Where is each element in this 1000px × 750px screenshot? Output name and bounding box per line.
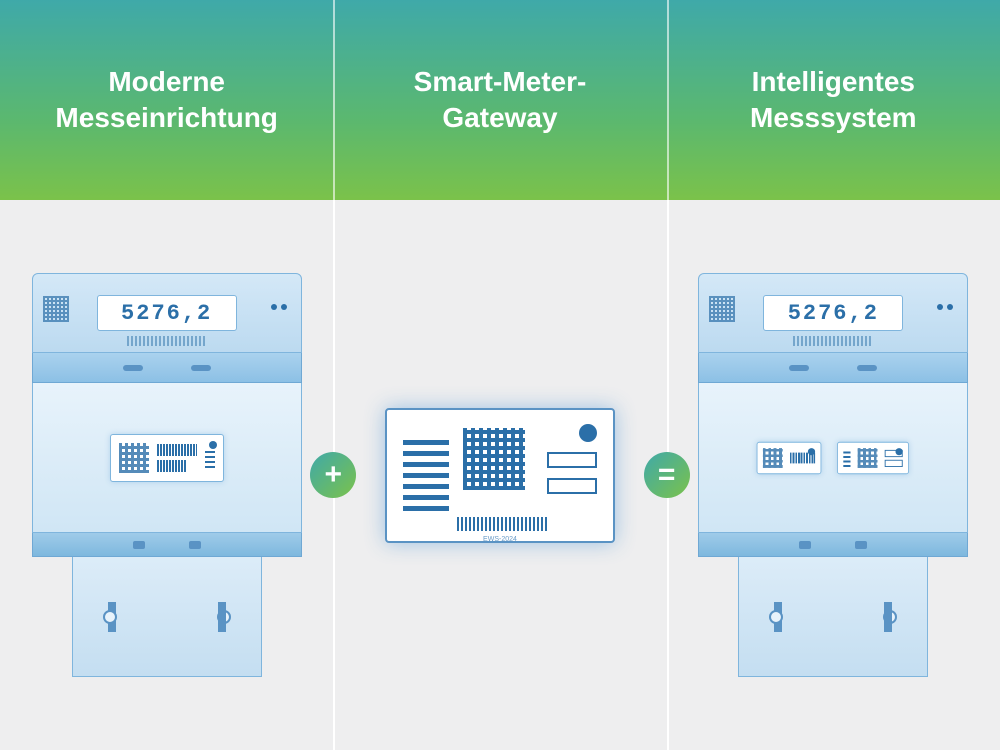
title-1: ModerneMesseinrichtung bbox=[55, 64, 277, 137]
title-2: Smart-Meter-Gateway bbox=[414, 64, 587, 137]
barcode-icon bbox=[457, 517, 547, 531]
col-meter: 5276,2 bbox=[0, 200, 333, 750]
dot-icon bbox=[209, 441, 217, 449]
barcode-icon bbox=[157, 460, 187, 472]
knob-icon bbox=[103, 610, 117, 624]
qr-icon bbox=[463, 428, 525, 490]
meter-bottom bbox=[72, 557, 262, 677]
gateway-right bbox=[539, 424, 597, 527]
knob-icon bbox=[883, 610, 897, 624]
gateway-serial: EWS-2024 bbox=[483, 536, 517, 543]
barcode-icon bbox=[157, 444, 197, 456]
knob-icon bbox=[217, 610, 231, 624]
qr-icon bbox=[858, 448, 878, 468]
header-gradient: ModerneMesseinrichtung Smart-Meter-Gatew… bbox=[0, 0, 1000, 200]
meter-mid bbox=[698, 383, 968, 533]
label-card-gateway bbox=[837, 441, 909, 473]
dot-icon bbox=[579, 424, 597, 442]
box-icon bbox=[547, 452, 597, 468]
indicator-dots bbox=[271, 304, 287, 310]
meter-mid bbox=[32, 383, 302, 533]
barcode-icon bbox=[793, 336, 873, 346]
dot-icon bbox=[808, 448, 815, 455]
lines-icon bbox=[205, 448, 215, 468]
meter-display: 5276,2 bbox=[97, 295, 237, 331]
equals-operator: = bbox=[644, 452, 690, 498]
lines-icon bbox=[403, 424, 449, 527]
meter-top: 5276,2 bbox=[698, 273, 968, 353]
meter-bar bbox=[698, 353, 968, 383]
knob-icon bbox=[769, 610, 783, 624]
col-combined: 5276,2 bbox=[667, 200, 1000, 750]
dot-icon bbox=[896, 448, 903, 455]
gateway-card: EWS-2024 bbox=[385, 408, 615, 543]
body: + = 5276,2 bbox=[0, 200, 1000, 750]
label-card bbox=[757, 441, 822, 473]
qr-icon bbox=[119, 443, 149, 473]
box-icon bbox=[547, 478, 597, 494]
indicator-dots bbox=[937, 304, 953, 310]
meter-bar bbox=[32, 353, 302, 383]
header-col-3: IntelligentesMesssystem bbox=[667, 0, 1000, 200]
header-col-1: ModerneMesseinrichtung bbox=[0, 0, 333, 200]
barcode-icon bbox=[127, 336, 207, 346]
label-card bbox=[110, 434, 224, 482]
meter-device-left: 5276,2 bbox=[32, 273, 302, 677]
plus-operator: + bbox=[310, 452, 356, 498]
qr-icon bbox=[43, 296, 69, 322]
header-col-2: Smart-Meter-Gateway bbox=[333, 0, 666, 200]
qr-icon bbox=[709, 296, 735, 322]
qr-icon bbox=[763, 448, 783, 468]
col-gateway: EWS-2024 bbox=[333, 200, 666, 750]
meter-bar bbox=[32, 533, 302, 557]
meter-top: 5276,2 bbox=[32, 273, 302, 353]
lines-icon bbox=[844, 449, 851, 467]
meter-device-right: 5276,2 bbox=[698, 273, 968, 677]
meter-bar bbox=[698, 533, 968, 557]
box-icon bbox=[885, 459, 903, 466]
meter-display: 5276,2 bbox=[763, 295, 903, 331]
meter-bottom bbox=[738, 557, 928, 677]
title-3: IntelligentesMesssystem bbox=[750, 64, 917, 137]
